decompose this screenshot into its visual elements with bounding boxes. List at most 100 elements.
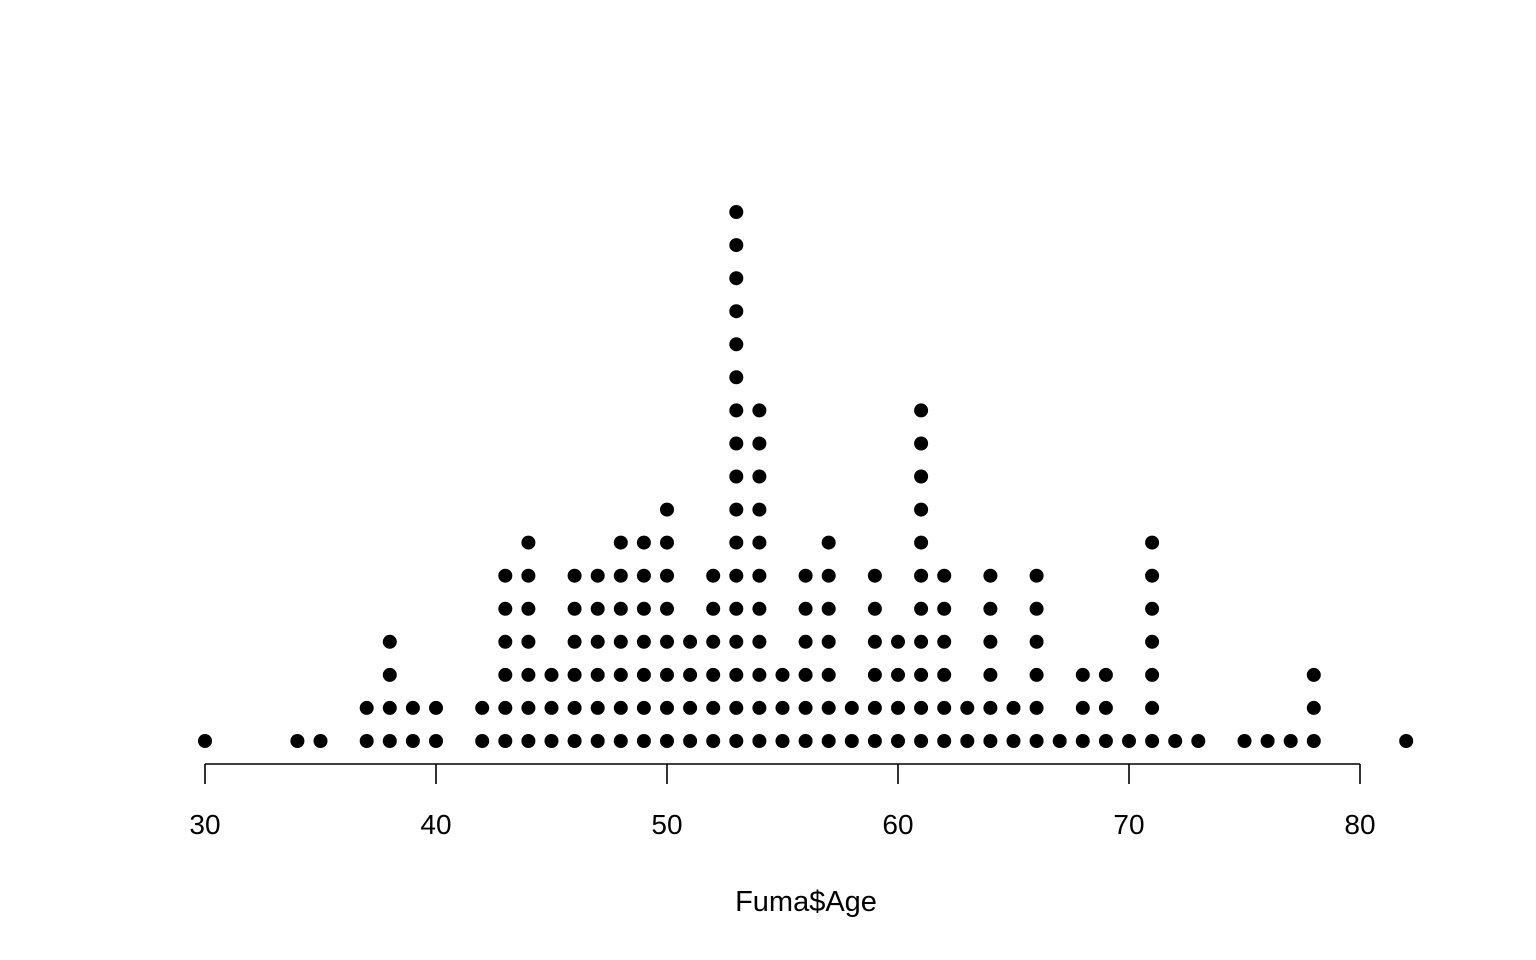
dot-point: [729, 304, 744, 319]
dot-point: [498, 601, 513, 616]
dot-point: [983, 634, 998, 649]
dot-point: [1306, 667, 1321, 682]
dot-point: [775, 667, 790, 682]
dot-point: [914, 667, 929, 682]
dot-point: [660, 667, 674, 682]
dot-point: [1075, 734, 1090, 748]
dot-point: [798, 667, 813, 682]
dot-point: [498, 667, 513, 682]
dot-point: [937, 700, 952, 715]
dot-point: [660, 634, 674, 649]
dot-point: [359, 700, 374, 715]
dot-point: [914, 568, 929, 583]
dot-point: [636, 667, 651, 682]
dot-point: [613, 535, 628, 550]
dot-point: [1237, 734, 1252, 748]
dot-point: [729, 502, 744, 517]
dot-point: [821, 634, 836, 649]
dot-point: [729, 700, 744, 715]
dot-point: [937, 568, 952, 583]
dot-point: [590, 667, 605, 682]
dot-point: [821, 601, 836, 616]
dot-point: [1029, 734, 1044, 748]
dot-point: [867, 568, 882, 583]
x-tick-label: 30: [189, 809, 220, 840]
dot-point: [937, 634, 952, 649]
dot-point: [798, 634, 813, 649]
dot-point: [1098, 667, 1113, 682]
dot-point: [960, 734, 975, 748]
dot-point: [914, 403, 929, 418]
dot-point: [798, 734, 813, 748]
x-tick-label: 40: [420, 809, 451, 840]
dot-point: [729, 667, 744, 682]
dot-point: [891, 634, 905, 649]
dot-point: [1029, 634, 1044, 649]
dot-point: [544, 667, 559, 682]
dot-point: [914, 535, 929, 550]
dot-point: [590, 601, 605, 616]
dot-point: [821, 700, 836, 715]
dot-point: [752, 734, 767, 748]
x-tick-label: 60: [882, 809, 913, 840]
dot-point: [821, 734, 836, 748]
dot-point: [706, 734, 721, 748]
dot-point: [960, 700, 975, 715]
dot-point: [914, 502, 929, 517]
dot-point: [613, 734, 628, 748]
dot-point: [567, 667, 582, 682]
dot-point: [1029, 667, 1044, 682]
dot-point: [405, 734, 420, 748]
dot-point: [636, 535, 651, 550]
dot-point: [798, 568, 813, 583]
x-axis-ticks: 30 40 50 60 70 80: [189, 764, 1376, 840]
dot-point: [729, 271, 744, 286]
dot-point: [521, 667, 536, 682]
dot-point: [498, 568, 513, 583]
dot-point: [914, 700, 929, 715]
dot-point: [729, 403, 744, 418]
dot-point: [752, 667, 767, 682]
dot-point: [521, 734, 536, 748]
dot-point: [1098, 700, 1113, 715]
dot-point: [891, 734, 905, 748]
dot-point: [613, 568, 628, 583]
dot-point: [475, 700, 490, 715]
dot-point: [1145, 734, 1160, 748]
dot-point: [798, 601, 813, 616]
dot-point: [405, 700, 420, 715]
dot-point: [382, 667, 397, 682]
dot-point: [752, 535, 767, 550]
dot-point: [590, 568, 605, 583]
dot-point: [567, 568, 582, 583]
dot-point: [729, 238, 744, 253]
dot-point: [821, 568, 836, 583]
dot-point: [983, 601, 998, 616]
dot-point: [683, 667, 698, 682]
dot-point: [521, 601, 536, 616]
dot-point: [821, 535, 836, 550]
dot-point: [636, 601, 651, 616]
dot-point: [1145, 568, 1160, 583]
dot-point: [1029, 601, 1044, 616]
dot-point: [752, 436, 767, 451]
dot-point: [729, 734, 744, 748]
dot-point: [775, 700, 790, 715]
dot-point: [729, 469, 744, 484]
dot-point: [521, 568, 536, 583]
dot-point: [937, 734, 952, 748]
dot-point: [1145, 700, 1160, 715]
dot-point: [636, 700, 651, 715]
dot-point: [752, 502, 767, 517]
dot-point: [382, 634, 397, 649]
dot-point: [729, 634, 744, 649]
dot-point: [382, 734, 397, 748]
dot-point: [590, 734, 605, 748]
dot-point: [1145, 667, 1160, 682]
x-axis-title: Fuma$Age: [735, 886, 877, 918]
dot-point: [1052, 734, 1067, 748]
dot-point: [752, 634, 767, 649]
dot-point: [729, 205, 744, 219]
dot-point: [1098, 734, 1113, 748]
